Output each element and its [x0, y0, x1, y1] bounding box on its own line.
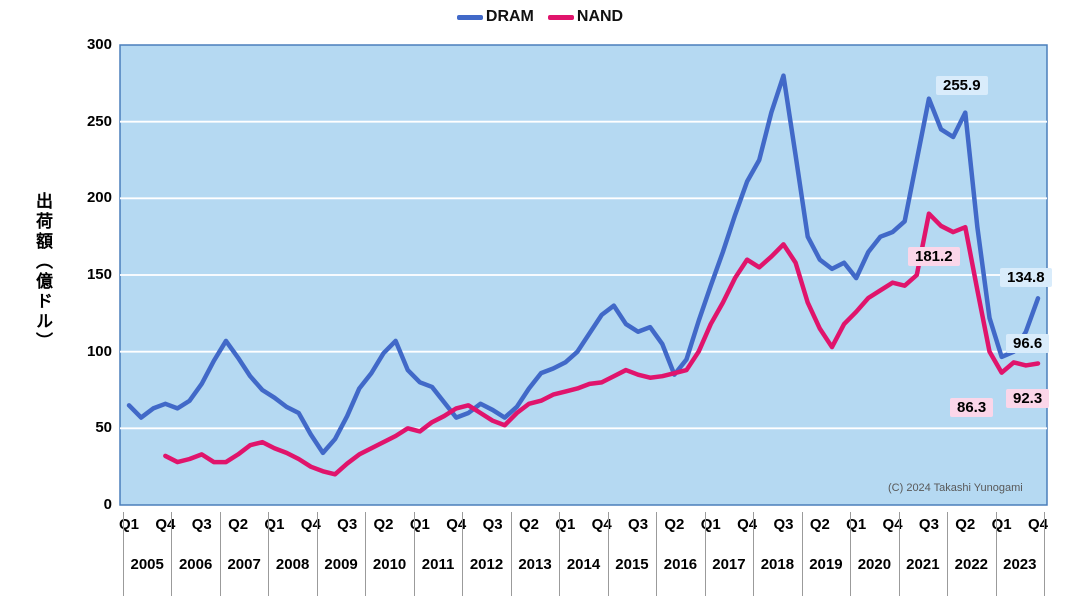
x-year-label: 2007: [227, 556, 261, 573]
x-year-label: 2019: [809, 556, 843, 573]
year-separator: [995, 512, 997, 596]
x-year-label: 2011: [421, 556, 455, 573]
x-quarter-label: Q1: [264, 516, 285, 533]
year-separator: [122, 512, 124, 596]
annotation-nand-92.3: 92.3: [1006, 389, 1050, 408]
y-axis-title: 出荷額（億ドル）: [33, 192, 52, 352]
x-quarter-label: Q2: [664, 516, 685, 533]
year-separator: [656, 512, 658, 596]
x-quarter-label: Q3: [628, 516, 649, 533]
x-quarter-label: Q2: [518, 516, 539, 533]
x-year-label: 2009: [324, 556, 358, 573]
annotation-nand-86.3: 86.3: [950, 398, 994, 417]
year-separator: [607, 512, 609, 596]
x-quarter-label: Q3: [918, 516, 939, 533]
legend-label: DRAM: [485, 8, 534, 25]
legend: DRAM NAND: [0, 8, 1080, 26]
legend-swatch-icon: [456, 14, 483, 20]
x-quarter-label: Q4: [300, 516, 321, 533]
year-separator: [510, 512, 512, 596]
y-tick-label: 200: [86, 189, 112, 207]
y-tick-label: 150: [86, 266, 112, 283]
x-quarter-label: Q4: [737, 516, 758, 533]
year-separator: [365, 512, 367, 596]
x-year-label: 2016: [663, 556, 698, 573]
x-year-label: 2023: [1003, 556, 1037, 573]
annotation-dram-134.8: 134.8: [1000, 268, 1052, 287]
series-line-dram: [126, 73, 1041, 456]
x-quarter-label: Q3: [337, 516, 358, 533]
x-year-label: 2013: [518, 556, 552, 573]
x-quarter-label: Q2: [955, 516, 976, 533]
year-separator: [850, 512, 852, 596]
annotation-dram-255.9: 255.9: [936, 76, 988, 95]
x-quarter-label: Q4: [446, 516, 467, 533]
x-quarter-label: Q3: [482, 516, 503, 533]
x-quarter-label: Q4: [1027, 516, 1049, 533]
x-year-label: 2022: [954, 556, 989, 573]
x-year-label: 2015: [615, 556, 649, 573]
copyright-note: (C) 2024 Takashi Yunogami: [888, 482, 1023, 494]
x-quarter-label: Q1: [991, 516, 1012, 533]
x-year-label: 2010: [372, 556, 407, 573]
x-year-label: 2012: [469, 556, 504, 573]
x-year-label: 2020: [857, 556, 892, 573]
x-quarter-label: Q3: [773, 516, 794, 533]
year-separator: [753, 512, 755, 596]
legend-item-dram: DRAM: [456, 8, 534, 26]
x-quarter-label: Q4: [591, 516, 612, 533]
x-year-label: 2017: [712, 556, 746, 573]
legend-label: NAND: [576, 8, 624, 25]
x-quarter-label: Q1: [846, 516, 867, 533]
year-separator: [1044, 512, 1046, 596]
y-tick-label: 250: [86, 112, 112, 130]
x-quarter-label: Q1: [700, 516, 721, 533]
series-line-nand: [163, 211, 1041, 477]
x-quarter-label: Q4: [882, 516, 903, 533]
legend-swatch-icon: [547, 14, 574, 20]
year-separator: [316, 512, 318, 596]
x-year-label: 2014: [566, 556, 601, 573]
x-quarter-label: Q2: [809, 516, 830, 533]
x-quarter-label: Q1: [118, 516, 140, 533]
legend-item-nand: NAND: [547, 8, 624, 26]
x-quarter-label: Q2: [228, 516, 249, 533]
x-year-label: 2018: [760, 556, 795, 573]
y-tick-label: 50: [95, 419, 112, 437]
year-separator: [898, 512, 900, 596]
year-separator: [219, 512, 221, 596]
x-quarter-label: Q2: [373, 516, 394, 533]
year-separator: [947, 512, 949, 596]
y-tick-label: 300: [86, 36, 112, 53]
year-separator: [462, 512, 464, 596]
x-quarter-label: Q1: [555, 516, 576, 533]
annotation-dram-96.6: 96.6: [1006, 334, 1050, 353]
x-year-label: 2005: [130, 556, 164, 573]
x-quarter-label: Q3: [191, 516, 212, 533]
x-quarter-label: Q1: [409, 516, 430, 533]
year-separator: [171, 512, 173, 596]
year-separator: [268, 512, 270, 596]
x-quarter-label: Q4: [155, 516, 176, 533]
year-separator: [413, 512, 415, 596]
y-tick-label: 0: [103, 496, 112, 513]
x-year-label: 2008: [275, 556, 310, 573]
annotation-nand-181.2: 181.2: [908, 247, 960, 266]
y-tick-label: 100: [86, 342, 112, 360]
x-year-label: 2021: [906, 556, 940, 573]
x-year-label: 2006: [178, 556, 213, 573]
year-separator: [559, 512, 561, 596]
year-separator: [801, 512, 803, 596]
year-separator: [704, 512, 706, 596]
